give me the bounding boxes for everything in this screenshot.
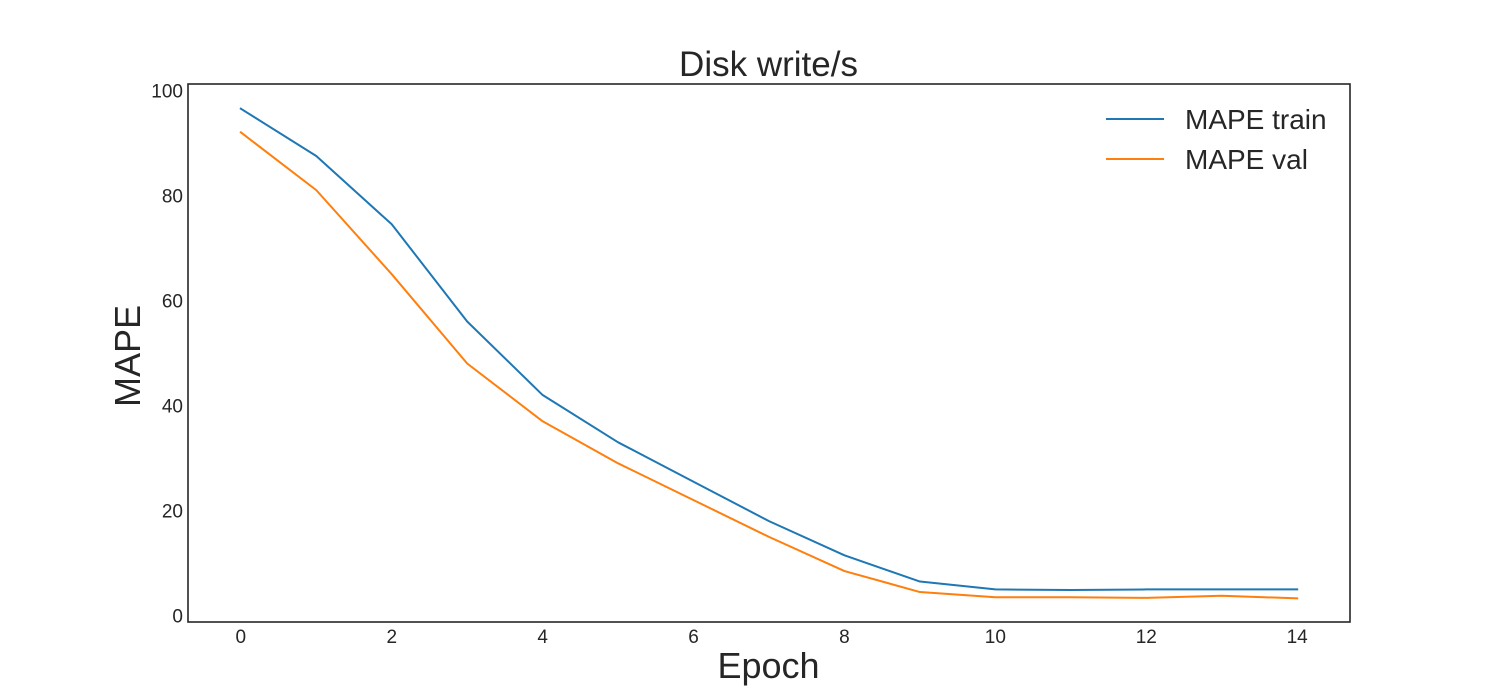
x-tick-label: 12 (1136, 627, 1157, 648)
y-tick-label: 60 (162, 291, 183, 312)
y-tick-label: 0 (172, 607, 183, 628)
y-tick-label: 100 (151, 81, 183, 102)
plot-area (187, 83, 1351, 623)
legend-label-0: MAPE train (1185, 104, 1327, 135)
y-tick-label: 20 (162, 502, 183, 523)
y-axis-title: MAPE (107, 305, 148, 407)
series-lines (239, 107, 1299, 600)
series-line-0 (239, 107, 1299, 591)
x-tick-label: 2 (386, 627, 397, 648)
legend: MAPE train MAPE val (1106, 104, 1327, 175)
x-axis-title: Epoch (717, 645, 819, 686)
y-tick-label: 80 (162, 186, 183, 207)
legend-label-1: MAPE val (1185, 144, 1308, 175)
plot-frame (187, 83, 1351, 623)
x-tick-label: 14 (1287, 627, 1309, 648)
x-tick-label: 8 (839, 627, 850, 648)
x-axis: 0 2 4 6 8 10 12 14 (236, 627, 1309, 648)
y-tick-label: 40 (162, 397, 183, 418)
chart-title: Disk write/s (679, 45, 858, 84)
y-axis: 0 20 40 60 80 100 (151, 81, 183, 627)
x-tick-label: 4 (537, 627, 548, 648)
series-line-1 (239, 130, 1299, 600)
x-tick-label: 6 (688, 627, 699, 648)
x-tick-label: 0 (236, 627, 247, 648)
x-tick-label: 10 (985, 627, 1006, 648)
